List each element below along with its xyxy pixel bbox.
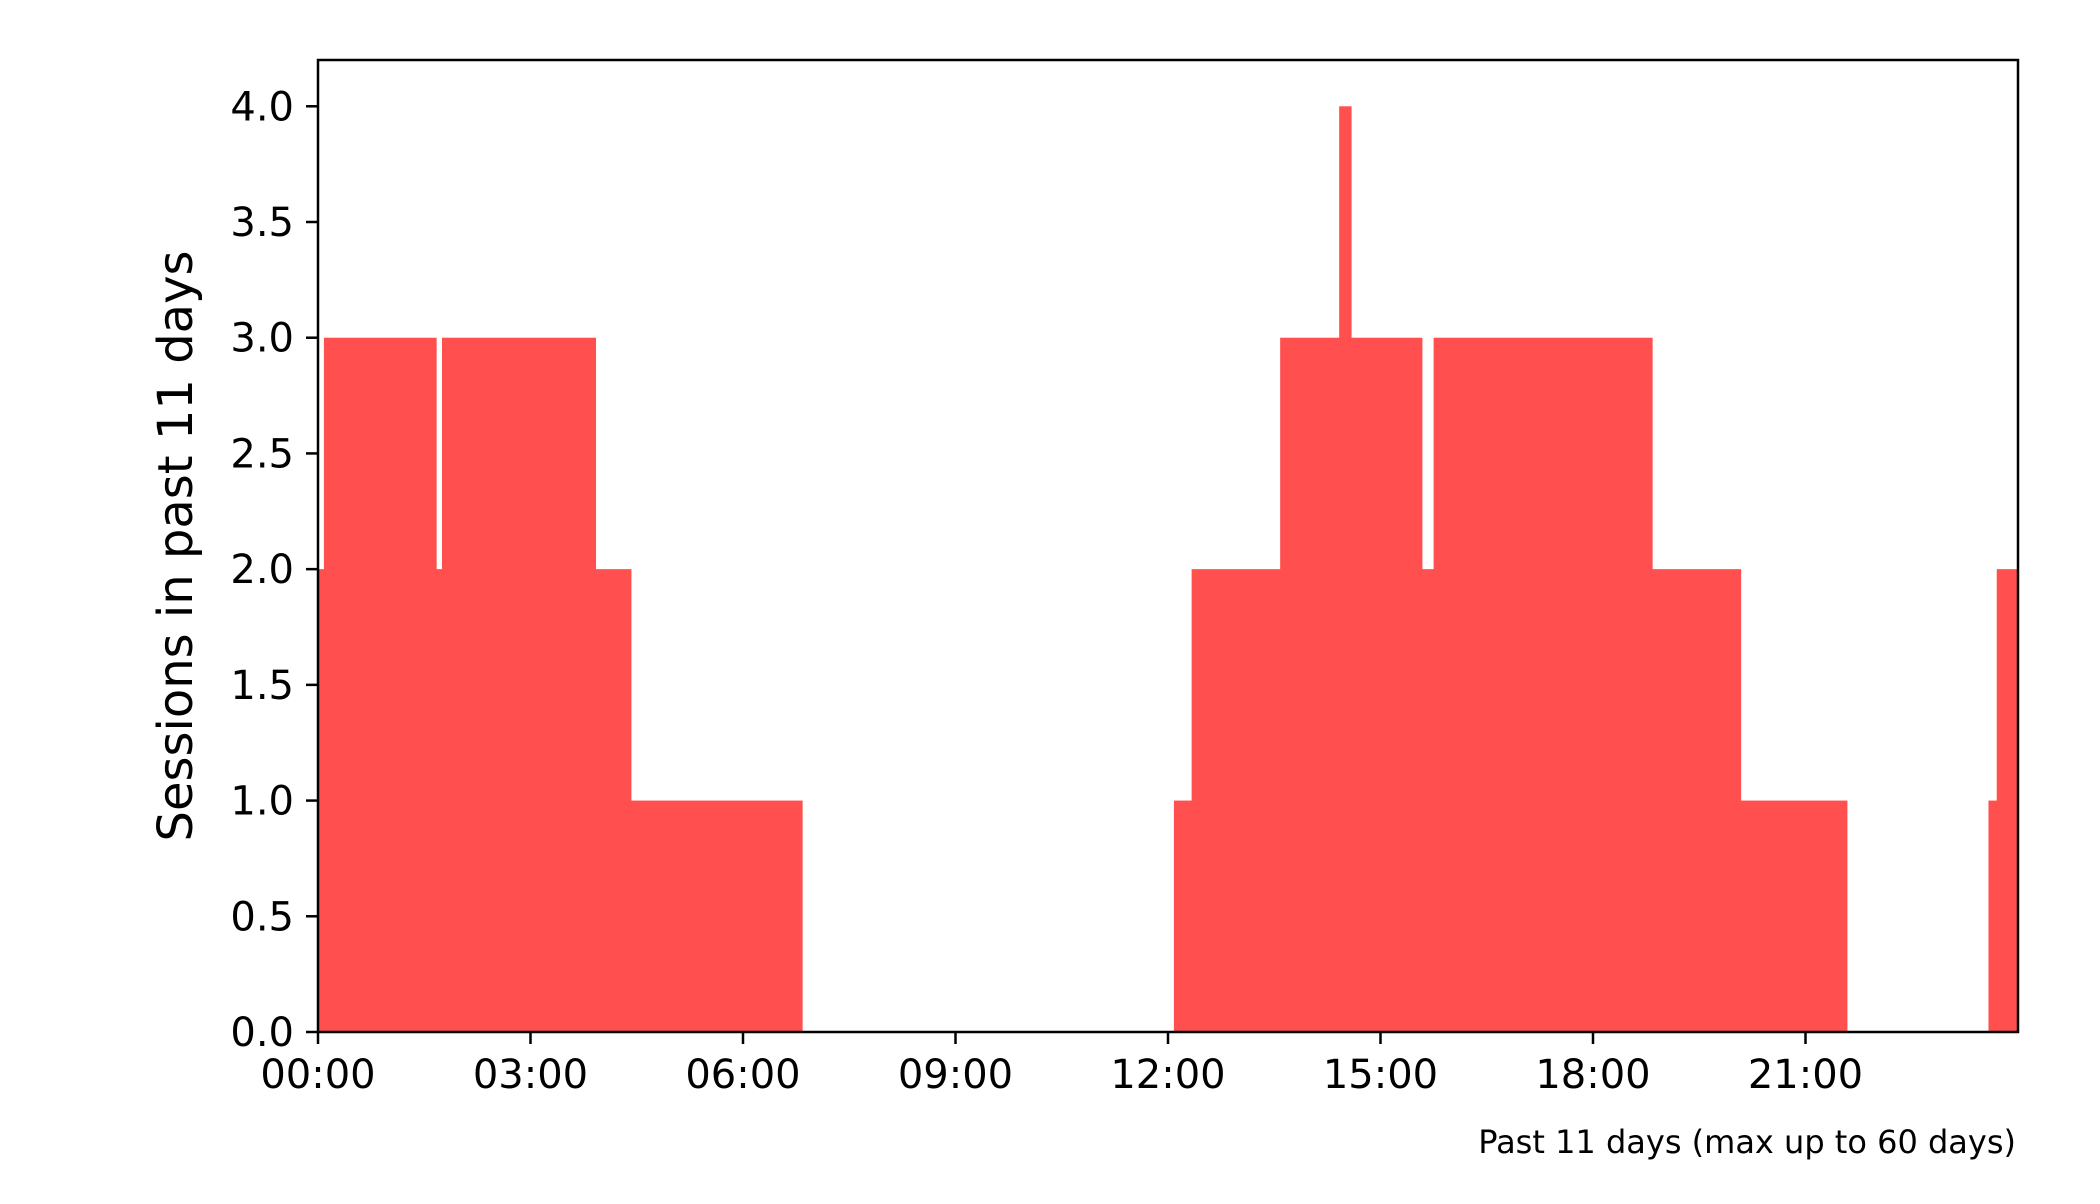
bar-segment [595,569,632,1032]
y-tick-label: 3.5 [230,200,294,246]
bar-segment [1988,800,1998,1032]
y-tick-label: 2.5 [230,431,294,477]
bar-segment [318,569,325,1032]
ticks-layer: 00:00 03:00 06:00 09:00 12:00 15:00 18:00 21:00… [230,84,1863,1098]
y-axis-label: Sessions in past 11 days [148,250,204,841]
x-tick-label: 12:00 [1110,1052,1225,1098]
bar-segment [630,800,803,1032]
x-tick-label: 00:00 [260,1052,375,1098]
bar-segment [1350,337,1423,1032]
y-tick-label: 2.0 [230,547,294,593]
x-tick-label: 09:00 [898,1052,1013,1098]
bar-segment [1996,569,2019,1032]
bar-segment [1191,569,1281,1032]
bar-segment [1421,569,1435,1032]
y-tick-label: 1.5 [230,663,294,709]
bar-segment [1652,569,1742,1032]
bar-segment [1280,337,1340,1032]
y-tick-label: 3.0 [230,316,294,362]
x-tick-label: 18:00 [1535,1052,1650,1098]
y-tick-label: 4.0 [230,84,294,130]
y-tick-label: 0.0 [230,1010,294,1056]
x-tick-label: 03:00 [473,1052,588,1098]
bar-segment [1339,106,1352,1033]
bar-segment [441,337,597,1032]
bars-layer [318,106,2019,1033]
y-tick-label: 1.0 [230,779,294,825]
bar-segment [323,337,437,1032]
x-tick-label: 15:00 [1323,1052,1438,1098]
footnote-text: Past 11 days (max up to 60 days) [1478,1123,2016,1161]
y-tick-label: 0.5 [230,894,294,940]
bar-segment [1433,337,1653,1032]
x-tick-label: 06:00 [685,1052,800,1098]
bar-segment [1740,800,1848,1032]
bar-segment [1173,800,1193,1032]
x-tick-label: 21:00 [1748,1052,1863,1098]
bar-segment [436,569,443,1032]
